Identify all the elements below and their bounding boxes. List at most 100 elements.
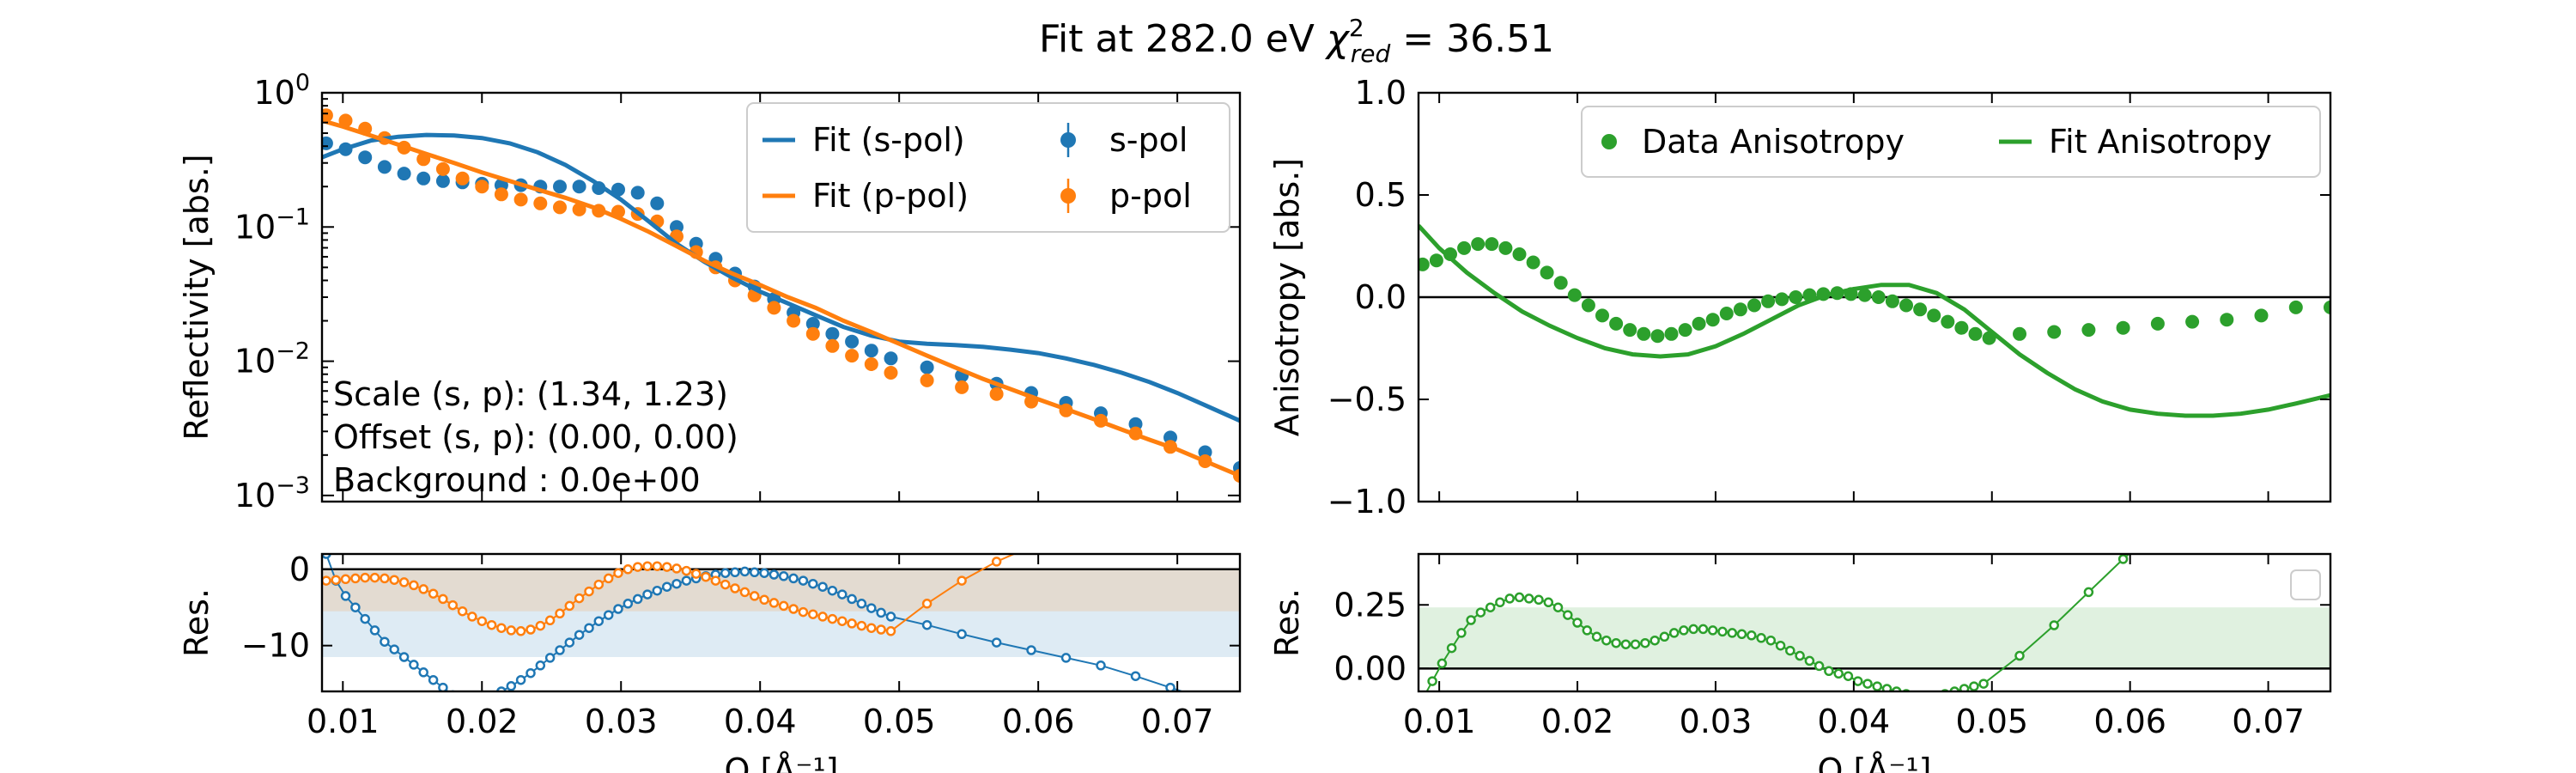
p-pol-data-point [572,202,586,216]
anisotropy-residual-plot: 0.25 0.00 0.01 0.02 0.03 0.04 0.05 0.06 0.07 [1334,411,2332,740]
anisotropy-residual-point [1698,624,1709,635]
anisotropy-data-point [2150,316,2165,331]
p-pol-residual-point [1028,543,1036,551]
anisotropy-residual-point [2117,554,2129,564]
s-pol-residual-point [681,575,692,586]
s-pol-data-point [630,186,645,200]
s-pol-residual-point [418,667,428,678]
s-pol-residual-point [778,571,789,581]
p-pol-residual-point [817,612,828,622]
anisotropy-data-point [1664,326,1679,341]
p-pol-residual-point [603,573,614,584]
s-pol-residual-point [515,674,526,685]
p-pol-residual-point [885,626,896,636]
anisotropy-residual-point [1912,692,1920,700]
s-pol-residual-point [720,568,731,578]
p-pol-data-point [787,313,801,328]
s-pol-residual-point [856,599,867,609]
anisotropy-residual-point [1727,628,1738,638]
anisotropy-residual-point [1466,615,1476,625]
legend-fit-s-label: Fit (s-pol) [812,121,965,159]
p-pol-residual-point [331,575,341,585]
p-pol-residual-point [739,587,750,598]
p-pol-residual-point [322,575,331,586]
s-pol-residual-point [808,578,818,589]
anisotropy-data-point [1941,314,1955,329]
s-pol-data-point [650,196,665,210]
s-pol-residual-point [957,629,967,640]
p-pol-residual-point [457,606,468,617]
p-pol-residual-point [1132,520,1139,527]
s-pol-residual-point [1096,660,1106,671]
anisotropy-data-point [1567,288,1582,302]
p-pol-residual-point [778,600,789,612]
anisotropy-residual-point [2292,411,2300,418]
reflectivity-legend-box [746,102,1230,233]
anisotropy-residual-point [1668,628,1680,638]
anisotropy-data-point [1498,240,1513,255]
anisotropy-residual-point [1747,630,1757,641]
p-pol-residual-point [788,604,799,614]
p-pol-data-point [920,373,934,387]
p-pol-residual-point [389,575,399,585]
anisotropy-data-point [1761,294,1776,308]
reflectivity-ylabel: Reflectivity [abs.] [178,154,216,440]
p-pol-residual-point [701,571,711,582]
reflectivity-residual-axes-frame [320,552,1242,693]
anisotropy-residual-point [2189,496,2196,504]
anisotropy-data-point [1419,257,1430,271]
reflectivity-residual-ytick-label: −10 [241,627,310,665]
anisotropy-data-point [1581,298,1595,313]
anisotropy-residual-point [1804,655,1815,666]
s-pol-residual-point [739,566,750,577]
anisotropy-residual-point [2049,620,2059,630]
s-pol-residual-point [389,644,399,654]
anisotropy-ytick-label: 0.5 [1355,176,1406,214]
anisotropy-residual-point [1446,642,1457,654]
anisotropy-data-point [1637,326,1651,341]
anisotropy-data-point [1457,240,1472,255]
anisotropy-residual-point [1833,668,1844,679]
p-pol-residual-point [428,588,439,599]
anisotropy-residual-point [1872,681,1882,691]
p-pol-residual-point [690,569,702,579]
p-pol-residual-point [350,573,361,584]
p-pol-data-point [767,301,781,315]
anisotropy-data-point [1485,237,1499,252]
p-pol-residual-point [506,625,517,636]
scale-annotation: Scale (s, p): (1.34, 1.23) [333,375,728,413]
p-pol-residual-point [827,613,838,624]
anisotropy-data-point [2013,326,2026,341]
reflectivity-residual-xtick-label: 0.07 [1141,703,1214,740]
anisotropy-data-point [1678,323,1692,338]
s-pol-data-point [572,180,586,194]
s-pol-data-point [864,344,878,358]
anisotropy-residual-point [1620,639,1631,649]
reflectivity-plot: 100 10−1 10−2 10−3 [234,70,1242,514]
p-pol-residual-point [418,584,428,594]
s-pol-residual-point [749,567,760,578]
anisotropy-residual-point [1688,624,1698,635]
s-pol-residual-point [506,681,517,691]
anisotropy-residual-point [1756,633,1766,643]
reflectivity-axes-frame [320,91,1242,503]
anisotropy-residual-point [1640,637,1650,648]
anisotropy-residual-band [1419,607,2330,669]
anisotropy-residual-point [1611,637,1621,648]
anisotropy-residual-ylabel: Res. [1268,588,1306,657]
p-pol-residual-point [769,598,780,608]
p-pol-residual-point [574,593,585,604]
anisotropy-residual-point [1707,625,1718,636]
reflectivity-legend: Fit (s-pol) Fit (p-pol) s-pol p-pol [746,102,1230,233]
anisotropy-data-point [2047,325,2062,339]
s-pol-residual-point [526,667,536,679]
s-pol-residual-point [564,637,575,648]
s-pol-residual-point [827,585,838,596]
anisotropy-residual-point [1552,602,1564,612]
s-pol-data-point [670,220,683,234]
anisotropy-data-point [1526,255,1540,270]
anisotropy-plot: 1.0 0.5 0.0 −0.5 −1.0 [1327,74,2332,520]
s-pol-residual-point [1165,682,1176,691]
reflectivity-ytick-label: 10−3 [234,472,310,514]
anisotropy-data-point [1609,316,1624,331]
